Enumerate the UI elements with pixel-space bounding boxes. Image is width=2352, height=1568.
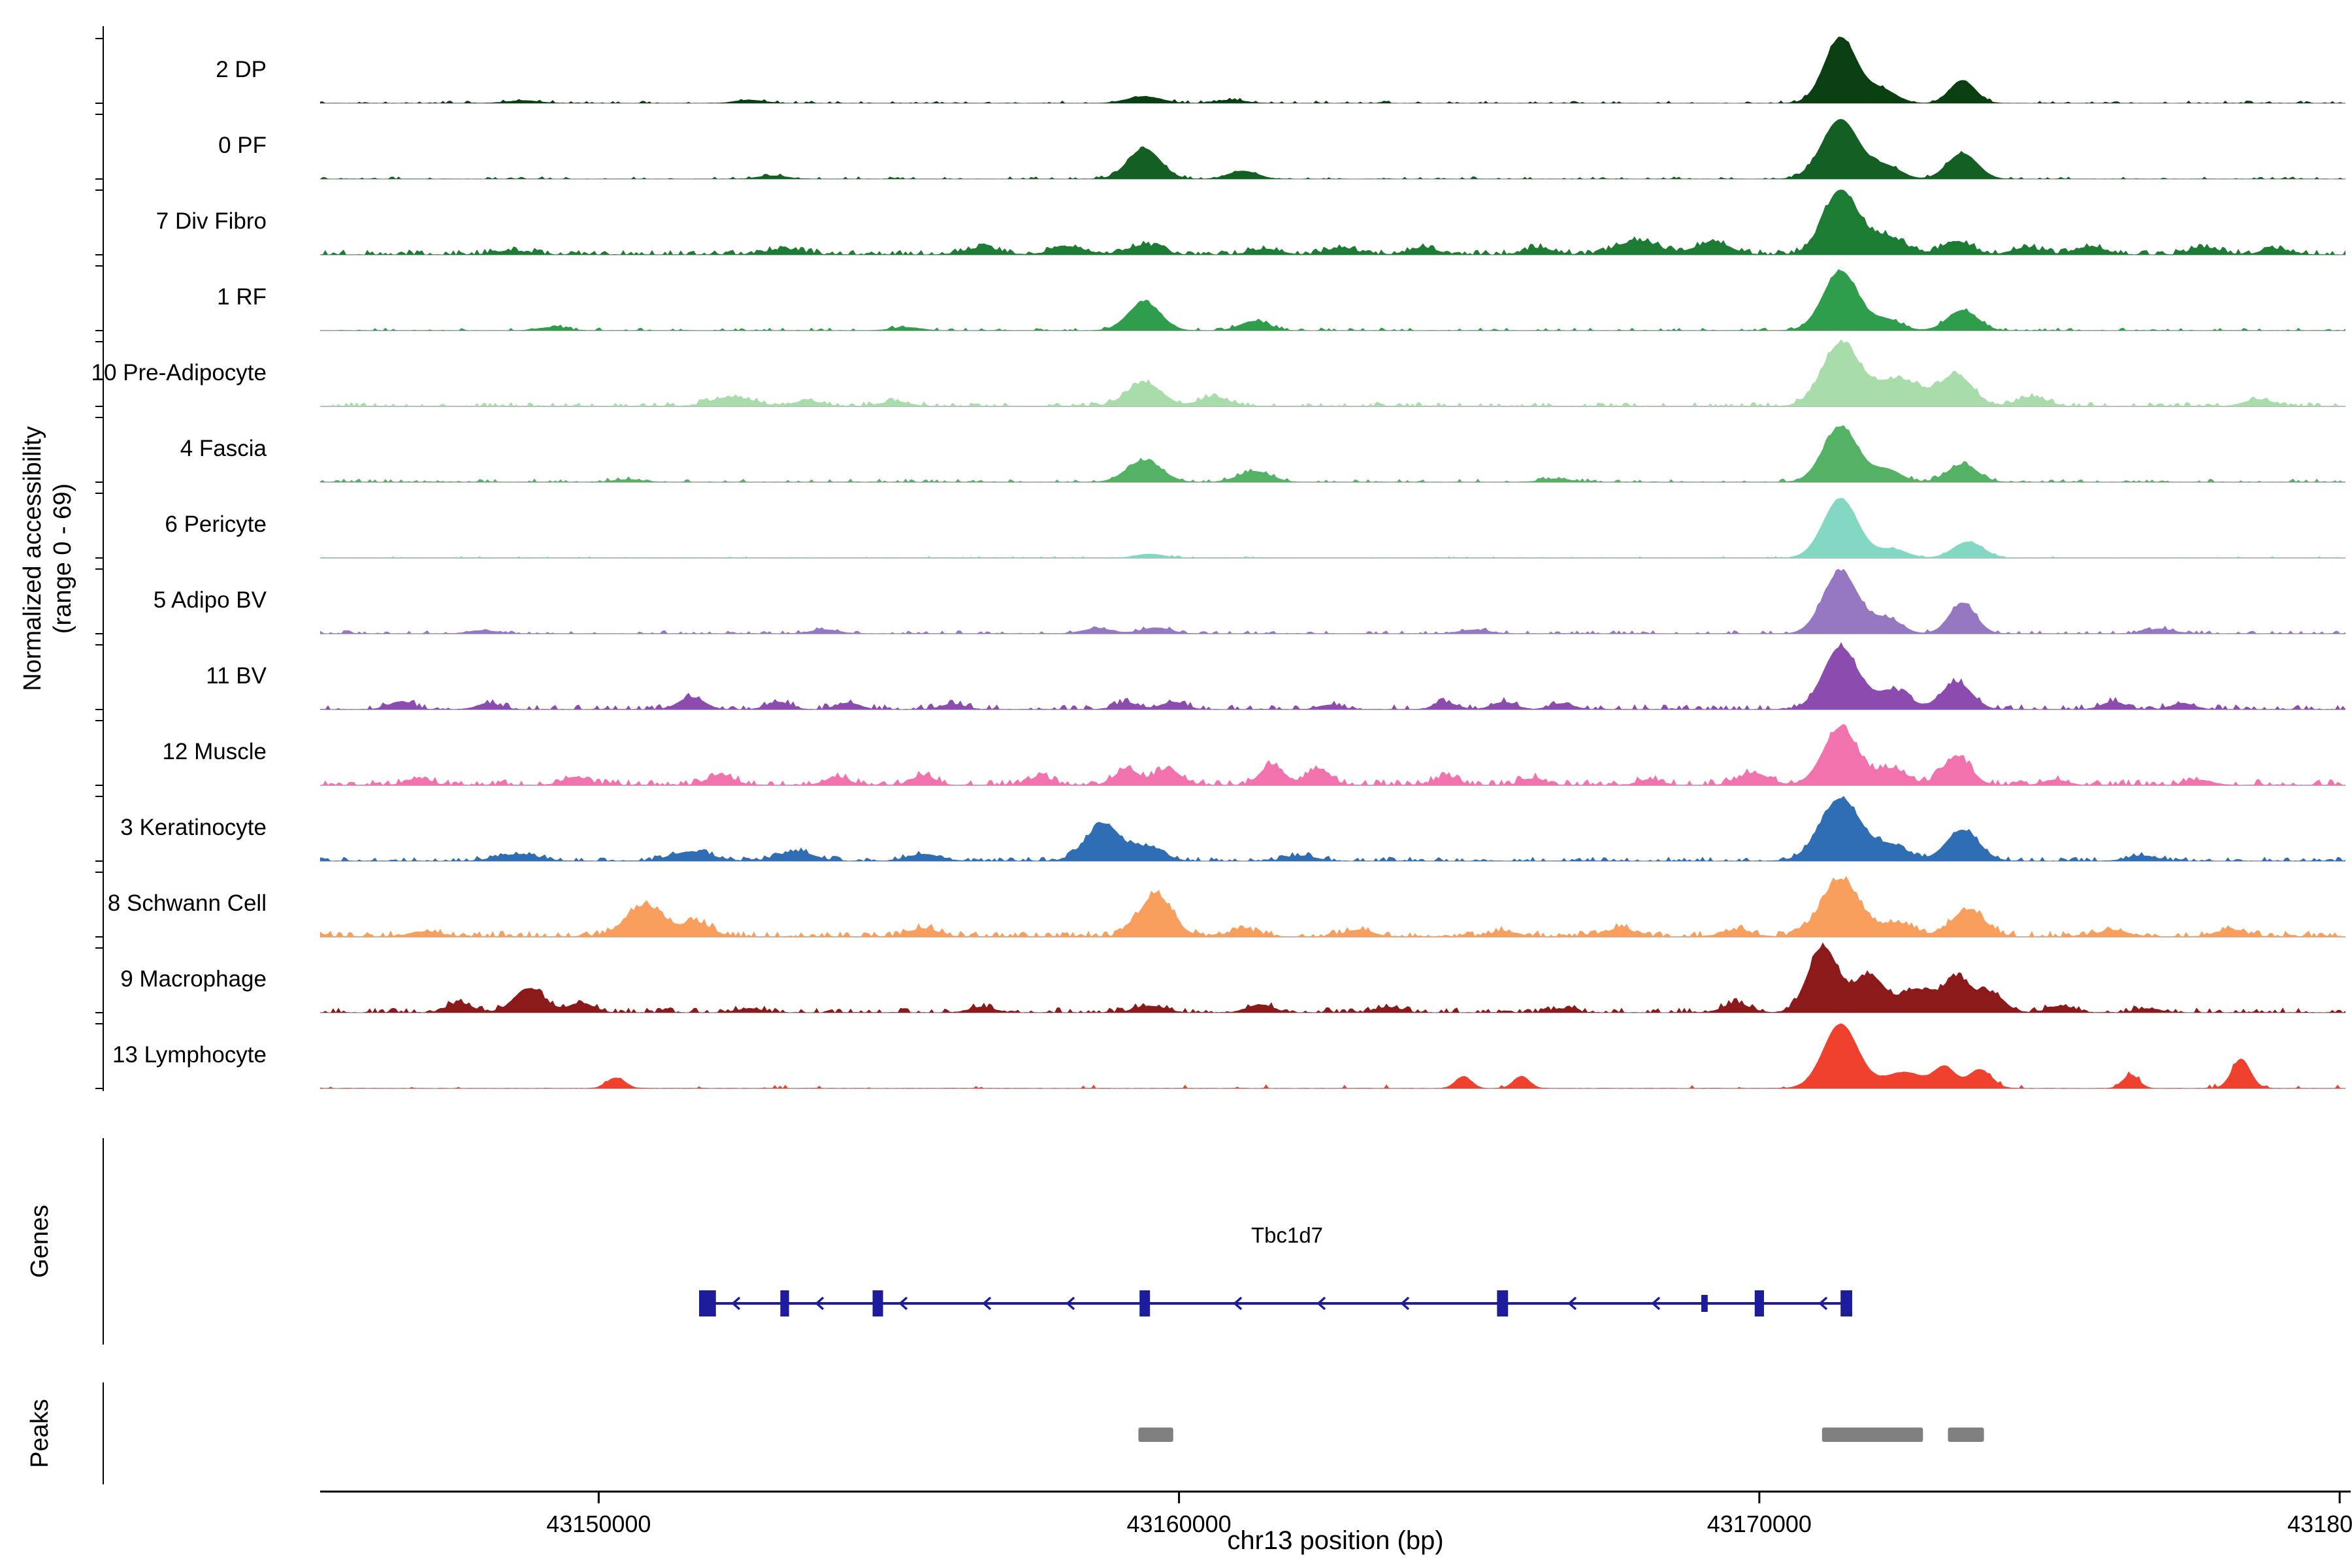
x-tick-label: 43150000 [546,1511,651,1537]
track-signal-2-dp [320,37,2345,103]
track-signal-13-lymphocyte [320,1023,2345,1088]
track-label: 4 Fascia [180,436,267,461]
track-label: 8 Schwann Cell [108,890,267,916]
gene-strand-arrow-icon [815,1296,825,1311]
track-signal-0-pf [320,119,2345,179]
gene-name-label: Tbc1d7 [1250,1223,1324,1247]
track-signal-5-adipo-bv [320,568,2345,634]
gene-exon [1139,1290,1151,1316]
peaks-section-label: Peaks [26,1399,54,1468]
genes-section-label: Genes [26,1205,54,1278]
track-signal-12-muscle [320,724,2345,785]
track-signal-8-schwann-cell [320,875,2345,937]
track-signal-6-pericyte [320,498,2345,558]
x-tick-label: 43170000 [1707,1511,1812,1537]
y-axis-title: Normalized accessibility (range 0 - 69) [18,232,80,885]
track-label: 0 PF [218,133,267,158]
gene-strand-arrow-icon [982,1296,992,1311]
gene-strand-arrow-icon [1400,1296,1410,1311]
gene-exon [1840,1290,1852,1316]
track-label: 3 Keratinocyte [120,815,267,840]
gene-exon [699,1290,716,1316]
track-label: 9 Macrophage [120,966,267,992]
gene-exon [1497,1290,1509,1316]
track-label: 11 BV [206,663,267,689]
gene-exon [1754,1290,1764,1316]
y-axis-title-line1: Normalized accessibility [19,426,46,691]
track-signal-3-keratinocyte [320,796,2345,861]
track-label: 1 RF [217,284,267,310]
track-signal-1-rf [320,269,2345,331]
gene-strand-arrow-icon [1651,1296,1661,1311]
peak-region [1821,1428,1923,1442]
gene-strand-arrow-icon [1066,1296,1075,1311]
track-label: 12 Muscle [162,739,267,764]
track-label: 2 DP [216,57,267,82]
track-signal-10-pre-adipocyte [320,339,2345,406]
peak-region [1948,1428,1984,1442]
gene-exon [1701,1295,1708,1312]
gene-strand-arrow-icon [1233,1296,1243,1311]
track-label: 6 Pericyte [165,512,267,537]
track-signal-4-fascia [320,425,2345,482]
gene-strand-arrow-icon [898,1296,908,1311]
track-signal-7-div-fibro [320,189,2345,255]
track-label: 13 Lymphocyte [112,1042,267,1068]
track-label: 5 Adipo BV [154,587,267,613]
x-tick-label: 43180000 [2287,1511,2352,1537]
x-tick-label: 43160000 [1127,1511,1232,1537]
peak-region [1138,1428,1173,1442]
y-axis-title-line2: (range 0 - 69) [49,483,76,634]
gene-strand-arrow-icon [731,1296,741,1311]
track-label: 7 Div Fibro [156,208,267,234]
gene-exon [780,1290,789,1316]
gene-strand-arrow-icon [1316,1296,1326,1311]
gene-exon [872,1290,883,1316]
gene-strand-arrow-icon [1818,1296,1828,1311]
x-axis-title: chr13 position (bp) [1227,1526,1444,1555]
track-signal-11-bv [320,642,2345,710]
track-label: 10 Pre-Adipocyte [91,360,267,385]
track-signal-9-macrophage [320,942,2345,1013]
gene-strand-arrow-icon [1567,1296,1577,1311]
